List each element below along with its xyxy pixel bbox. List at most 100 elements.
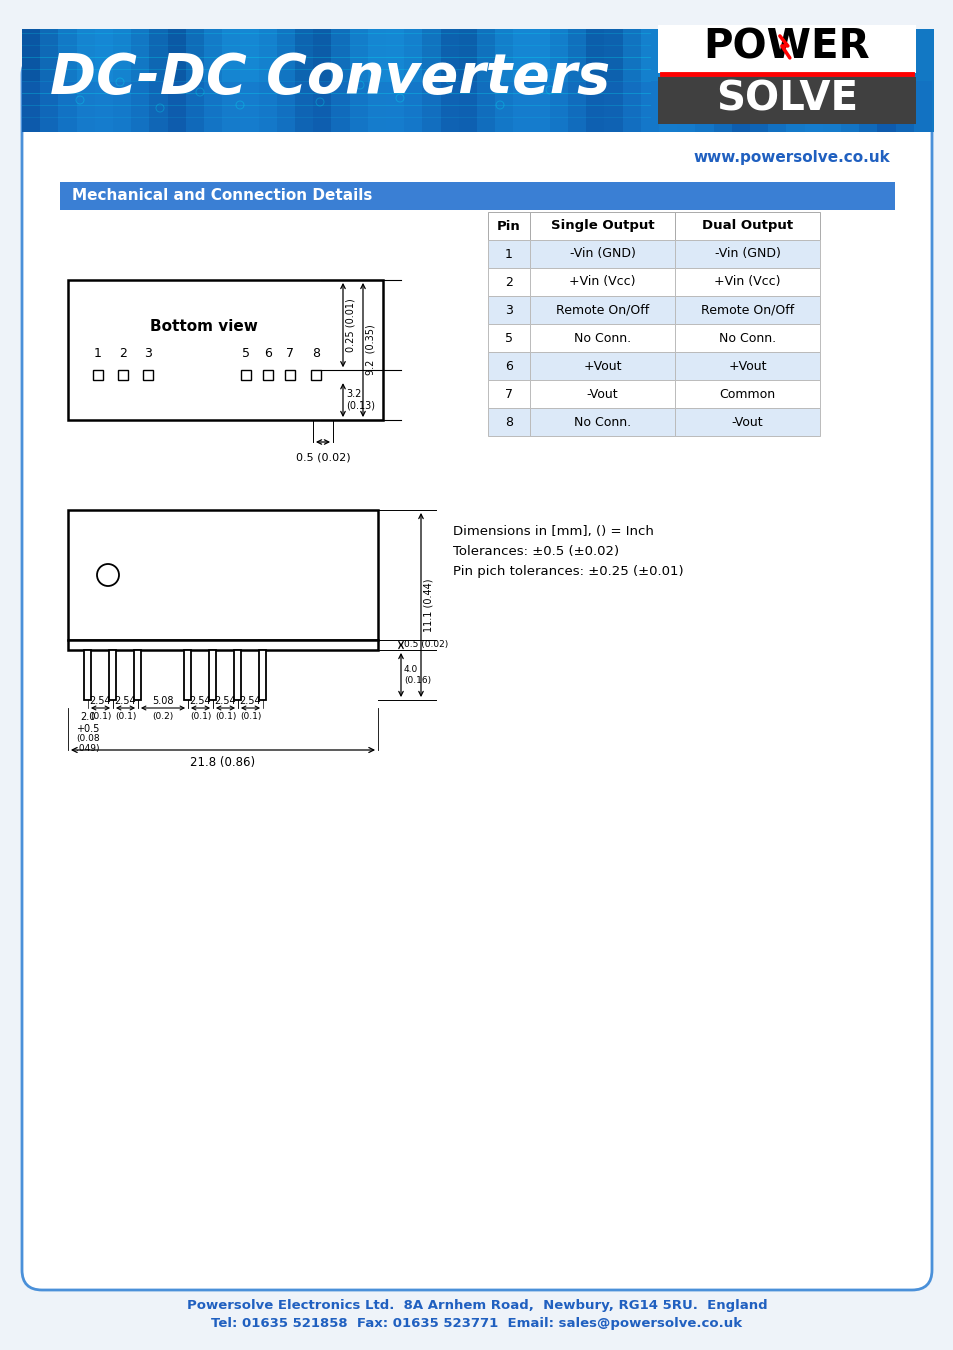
Bar <box>767 28 787 132</box>
Text: 2: 2 <box>119 347 127 360</box>
Text: 3.2
(0.13): 3.2 (0.13) <box>346 389 375 410</box>
Text: 0.5 (0.02): 0.5 (0.02) <box>295 452 350 462</box>
Text: 4.0
(0.16): 4.0 (0.16) <box>403 666 431 684</box>
Bar <box>530 296 675 324</box>
Bar <box>604 28 624 132</box>
Bar <box>22 81 931 132</box>
Text: 2.54: 2.54 <box>190 697 212 706</box>
Bar <box>513 28 533 132</box>
Bar <box>311 370 320 381</box>
Bar <box>422 28 442 132</box>
Bar <box>530 240 675 269</box>
Text: www.powersolve.co.uk: www.powersolve.co.uk <box>693 150 889 165</box>
Bar <box>785 28 805 132</box>
Bar <box>585 28 606 132</box>
Text: +Vout: +Vout <box>727 359 766 373</box>
Bar <box>675 240 820 269</box>
Text: 2: 2 <box>504 275 513 289</box>
Text: 0.5 (0.02): 0.5 (0.02) <box>403 640 448 649</box>
Bar <box>68 279 382 420</box>
Text: (0.08
.049): (0.08 .049) <box>76 734 100 753</box>
Bar <box>658 77 915 124</box>
Bar <box>675 379 820 408</box>
Bar <box>877 28 897 132</box>
Bar <box>675 324 820 352</box>
Bar <box>68 510 377 640</box>
Bar <box>118 370 128 381</box>
Text: 5: 5 <box>242 347 250 360</box>
Bar <box>440 28 460 132</box>
Text: 11.1 (0.44): 11.1 (0.44) <box>423 578 434 632</box>
Text: -Vin (GND): -Vin (GND) <box>569 247 635 261</box>
Bar <box>259 649 266 701</box>
Text: 7: 7 <box>286 347 294 360</box>
Text: Remote On/Off: Remote On/Off <box>556 304 648 316</box>
Text: 2.54: 2.54 <box>214 697 236 706</box>
Bar <box>276 28 296 132</box>
Text: 0.25 (0.01): 0.25 (0.01) <box>346 298 355 352</box>
Bar <box>530 269 675 296</box>
Bar <box>222 28 242 132</box>
Bar <box>530 324 675 352</box>
Bar <box>677 28 697 132</box>
Bar <box>530 212 675 240</box>
Bar <box>76 28 96 132</box>
Bar <box>731 28 751 132</box>
Text: 8: 8 <box>312 347 319 360</box>
Bar <box>488 240 530 269</box>
Bar <box>675 296 820 324</box>
Bar <box>240 28 260 132</box>
Bar <box>331 28 352 132</box>
Bar <box>94 28 115 132</box>
Bar <box>749 28 769 132</box>
Text: (0.1): (0.1) <box>214 711 236 721</box>
Bar <box>549 28 569 132</box>
Text: -Vout: -Vout <box>731 416 762 428</box>
Text: (0.2): (0.2) <box>152 711 173 721</box>
Bar <box>659 28 679 132</box>
Text: Bottom view: Bottom view <box>150 319 257 333</box>
Text: Mechanical and Connection Details: Mechanical and Connection Details <box>71 189 372 204</box>
Text: +Vin (Vcc): +Vin (Vcc) <box>714 275 780 289</box>
Text: DC-DC Converters: DC-DC Converters <box>50 51 610 105</box>
Text: 7: 7 <box>504 387 513 401</box>
Bar <box>294 28 314 132</box>
Bar <box>22 28 42 132</box>
Text: +Vin (Vcc): +Vin (Vcc) <box>569 275 635 289</box>
Text: Tel: 01635 521858  Fax: 01635 523771  Email: sales@powersolve.co.uk: Tel: 01635 521858 Fax: 01635 523771 Emai… <box>212 1318 741 1330</box>
Text: (0.1): (0.1) <box>190 711 211 721</box>
Text: 6: 6 <box>504 359 513 373</box>
Text: 6: 6 <box>264 347 272 360</box>
Text: (0.1): (0.1) <box>239 711 261 721</box>
Text: (0.1): (0.1) <box>114 711 136 721</box>
Bar <box>859 28 879 132</box>
Text: 2.54: 2.54 <box>90 697 112 706</box>
Bar <box>68 640 377 649</box>
Text: Single Output: Single Output <box>550 220 654 232</box>
Text: Tolerances: ±0.5 (±0.02): Tolerances: ±0.5 (±0.02) <box>453 545 618 558</box>
Bar <box>495 28 515 132</box>
Bar <box>263 370 273 381</box>
Text: +Vout: +Vout <box>582 359 621 373</box>
Bar <box>85 649 91 701</box>
Text: Dimensions in [mm], () = Inch: Dimensions in [mm], () = Inch <box>453 525 653 539</box>
Text: 21.8 (0.86): 21.8 (0.86) <box>191 756 255 770</box>
Bar <box>349 28 370 132</box>
Bar <box>821 28 842 132</box>
Text: SOLVE: SOLVE <box>715 80 857 119</box>
Text: (0.1): (0.1) <box>90 711 112 721</box>
Bar <box>404 28 424 132</box>
Bar <box>458 28 478 132</box>
Bar <box>567 28 588 132</box>
Bar <box>258 28 278 132</box>
Bar <box>110 649 116 701</box>
Bar <box>530 379 675 408</box>
Text: 2.0
+0.5: 2.0 +0.5 <box>76 711 99 733</box>
Text: 9.2  (0.35): 9.2 (0.35) <box>366 324 375 375</box>
Bar <box>713 28 733 132</box>
Text: Pin pich tolerances: ±0.25 (±0.01): Pin pich tolerances: ±0.25 (±0.01) <box>453 566 683 578</box>
Text: 3: 3 <box>144 347 152 360</box>
Bar <box>675 408 820 436</box>
Bar <box>143 370 152 381</box>
Bar <box>285 370 294 381</box>
